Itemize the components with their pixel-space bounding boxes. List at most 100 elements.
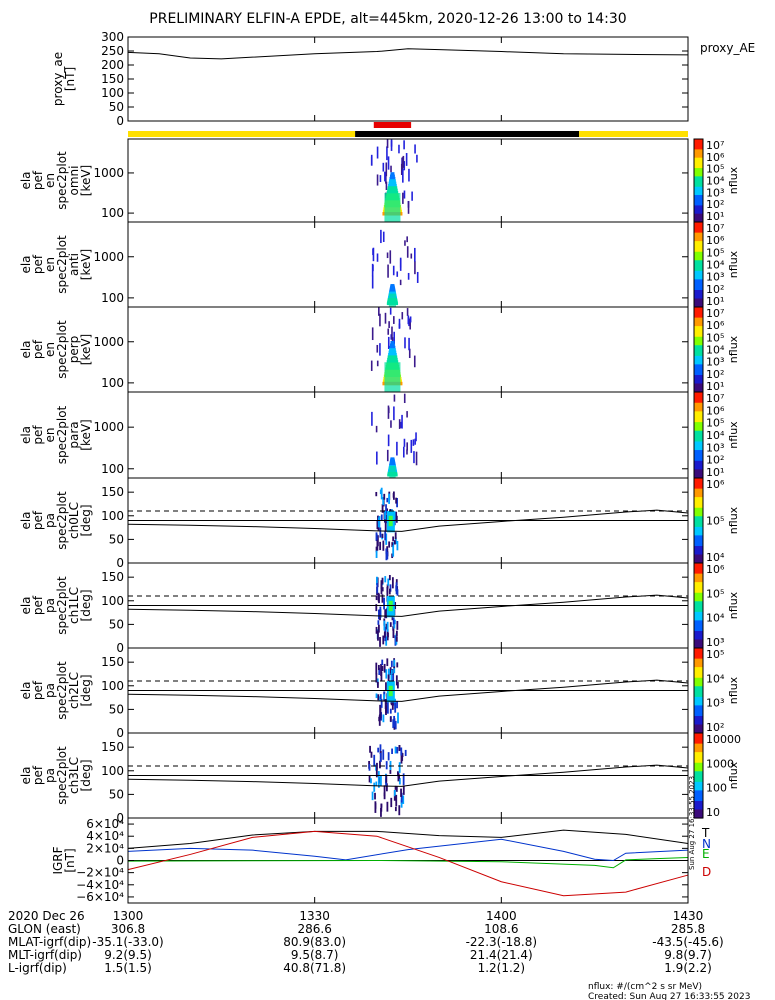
- colorbar-label: 10000: [706, 733, 741, 746]
- colorbar-cell: [694, 372, 703, 376]
- pa-speck: [377, 694, 380, 701]
- spec-speck: [401, 414, 403, 429]
- pa-speck: [383, 517, 386, 523]
- spec-speck: [390, 139, 393, 151]
- pa-speck: [375, 693, 378, 699]
- spec-speck: [393, 394, 396, 402]
- pa-speck: [381, 594, 384, 603]
- colorbar-cell: [694, 355, 703, 359]
- colorbar-cell: [694, 389, 703, 393]
- pa-speck: [377, 592, 380, 602]
- pa-speck: [382, 749, 385, 760]
- colorbar-cell: [694, 484, 703, 488]
- pa-speck: [375, 626, 378, 634]
- y-axis-label: ela: [19, 426, 33, 444]
- pa-speck: [380, 807, 382, 817]
- colorbar-label: 10²: [706, 721, 724, 734]
- ephemeris-value: 9.8(9.7): [664, 948, 712, 962]
- colorbar-cell: [694, 480, 703, 483]
- y-axis-label: en: [43, 173, 57, 188]
- colorbar: 10 100 1000 10000 nflux: [693, 732, 741, 819]
- colorbar-cell: [694, 157, 703, 161]
- colorbar-label: 10¹: [706, 295, 724, 308]
- colorbar-cell: [694, 716, 703, 719]
- colorbar-cell: [694, 176, 703, 180]
- y-axis-label: ch2LC: [67, 672, 81, 709]
- colorbar-cell: [694, 394, 703, 397]
- pa-speck: [391, 699, 394, 710]
- colorbar-cell: [694, 518, 703, 522]
- colorbar-cell: [694, 341, 703, 344]
- spec-speck: [410, 439, 413, 453]
- spec-speck: [402, 155, 405, 168]
- pa-speck: [384, 576, 387, 583]
- colorbar-cell: [694, 684, 703, 687]
- panel-en_para: 1001000elapefenspec2plotpara[keV]10¹10²1…: [19, 391, 740, 479]
- panel-en_perp: 1001000elapefenspec2plotperp[keV]10¹10²1…: [19, 306, 740, 393]
- spec-speck: [403, 140, 405, 150]
- colorbar-cell: [694, 247, 703, 251]
- ephemeris-row-label: MLT-igrf(dip): [8, 948, 82, 962]
- y-axis-label: pef: [31, 765, 45, 785]
- pa-speck: [385, 504, 387, 513]
- pa-speck: [381, 577, 384, 584]
- colorbar-cell: [694, 571, 703, 575]
- y-axis-label: spec2plot: [55, 235, 69, 294]
- ephemeris-value: 1.9(2.2): [664, 961, 712, 975]
- colorbar-cell: [694, 777, 703, 781]
- spec-speck: [414, 438, 416, 445]
- colorbar-cell: [694, 728, 703, 732]
- colorbar-cell: [694, 722, 703, 726]
- created-note: Created: Sun Aug 27 16:33:55 2023: [588, 992, 750, 1000]
- proxy-ae-line: [127, 48, 689, 60]
- y-axis-label: pa: [43, 513, 57, 528]
- colorbar-cell: [694, 159, 703, 163]
- y-tick-label: 50: [109, 100, 124, 114]
- spec-speck: [415, 432, 417, 442]
- pa-speck: [390, 673, 393, 683]
- ephemeris-value: -43.5(-45.6): [652, 935, 723, 949]
- colorbar-cell: [694, 203, 703, 206]
- colorbar-label: 10⁶: [706, 234, 725, 247]
- colorbar-cell: [694, 375, 703, 378]
- colorbar-cell: [694, 379, 703, 382]
- ephemeris-value: 1.2(1.2): [478, 961, 526, 975]
- spec-speck: [376, 360, 379, 367]
- colorbar-cell: [694, 452, 703, 455]
- colorbar-cell: [694, 478, 703, 481]
- y-axis-label: [keV]: [79, 334, 93, 365]
- colorbar-cell: [694, 332, 703, 336]
- colorbar-frame: [693, 732, 704, 819]
- y-axis-label: ela: [19, 340, 33, 358]
- pa-speck: [386, 621, 389, 632]
- colorbar-cell: [694, 381, 703, 385]
- pa-speck: [392, 628, 395, 639]
- pa-speck: [373, 754, 376, 767]
- colorbar-cell: [694, 686, 703, 689]
- colorbar-cell: [694, 675, 703, 679]
- colorbar-cell: [694, 281, 703, 285]
- y-tick-label: −6×10⁴: [76, 890, 124, 904]
- pa-speck: [392, 545, 395, 557]
- spec-speck: [396, 271, 399, 277]
- pa-speck: [375, 550, 378, 558]
- y-axis-label: pef: [31, 170, 45, 190]
- spec-speck: [409, 317, 411, 330]
- spec-speck: [403, 438, 406, 447]
- pa-speck: [400, 747, 403, 756]
- spec-speck: [376, 344, 379, 353]
- pa-speck: [385, 548, 388, 555]
- y-axis-label: ch1LC: [67, 587, 81, 624]
- colorbar-cell: [694, 186, 703, 190]
- colorbar-cell: [694, 441, 703, 445]
- pa-speck: [382, 497, 385, 506]
- colorbar-label: 10⁶: [706, 563, 725, 576]
- colorbar-cell: [694, 294, 703, 297]
- colorbar-cell: [694, 667, 703, 670]
- spec-core-fill: [388, 293, 397, 307]
- colorbar-label: 10¹: [706, 466, 724, 479]
- colorbar-cell: [694, 404, 703, 408]
- pa-solid-curve: [127, 764, 689, 787]
- spec-speck: [401, 312, 404, 320]
- spec-speck: [384, 171, 386, 182]
